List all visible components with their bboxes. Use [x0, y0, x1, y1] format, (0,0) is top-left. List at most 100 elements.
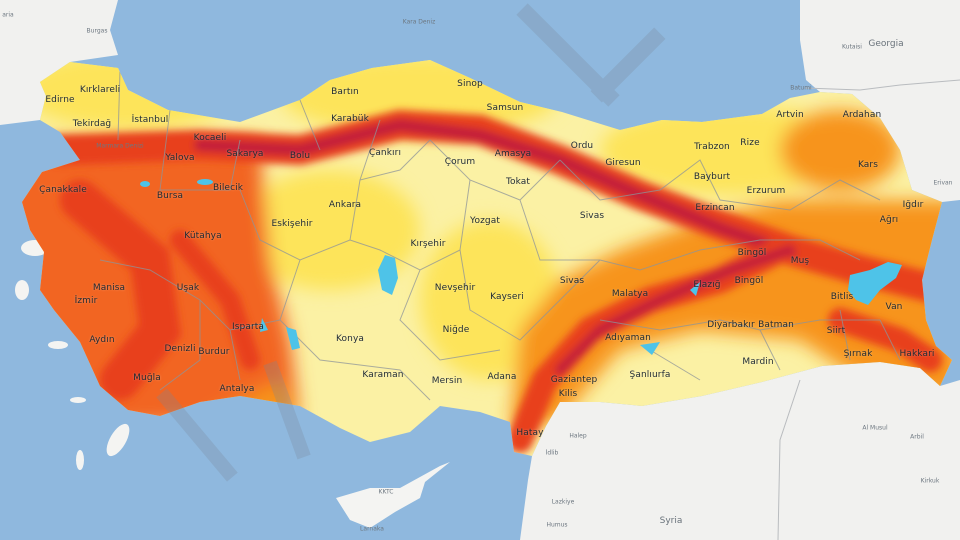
province-label[interactable]: Muğla	[133, 373, 161, 383]
province-label[interactable]: Sinop	[457, 79, 483, 89]
province-label[interactable]: Isparta	[231, 322, 265, 332]
province-label[interactable]: Kocaeli	[193, 133, 227, 143]
place-label: Humus	[546, 521, 568, 529]
province-label[interactable]: Samsun	[486, 103, 524, 113]
province-label[interactable]: Iğdır	[902, 200, 924, 210]
province-label[interactable]: Hakkari	[899, 349, 935, 359]
province-label[interactable]: Siirt	[826, 326, 846, 336]
province-label[interactable]: Erzurum	[746, 186, 786, 196]
province-label[interactable]: Bursa	[156, 191, 184, 201]
sea-label-marmara: Marmara Denizi	[96, 142, 144, 150]
province-label[interactable]: Bingöl	[734, 276, 764, 286]
province-label[interactable]: Çankırı	[368, 148, 402, 158]
province-label[interactable]: Gaziantep	[550, 375, 598, 385]
syria-border	[777, 379, 801, 540]
province-label[interactable]: Yozgat	[470, 216, 500, 226]
place-label: Erivan	[933, 179, 953, 187]
place-label: KKTC	[378, 488, 394, 496]
province-label[interactable]: Sivas	[559, 276, 585, 286]
province-label[interactable]: Rize	[740, 138, 760, 148]
lakes	[140, 179, 902, 355]
province-label[interactable]: Yalova	[165, 153, 195, 163]
province-label[interactable]: Kayseri	[490, 292, 524, 302]
watermark	[156, 3, 666, 482]
province-label[interactable]: Hatay	[516, 428, 544, 438]
province-label[interactable]: Eskişehir	[271, 219, 313, 229]
province-label[interactable]: Sivas	[579, 211, 605, 221]
province-label[interactable]: Ordu	[570, 141, 594, 151]
province-label[interactable]: İstanbul	[131, 115, 169, 125]
province-label[interactable]: Bilecik	[212, 183, 244, 193]
place-label: Al Musul	[862, 424, 888, 432]
province-label[interactable]: Kars	[857, 160, 879, 170]
georgia-border	[804, 79, 960, 91]
province-label[interactable]: Mersin	[431, 376, 463, 386]
province-label[interactable]: Nevşehir	[434, 283, 476, 293]
place-label: Kutaisi	[842, 43, 862, 51]
province-label[interactable]: Bartın	[331, 87, 359, 97]
province-label[interactable]: Ağrı	[879, 215, 899, 225]
place-label: Kirkuk	[920, 477, 940, 485]
province-label[interactable]: Muş	[790, 256, 810, 266]
province-label[interactable]: Adana	[487, 372, 517, 382]
province-label[interactable]: Malatya	[611, 289, 649, 299]
aegean-islands	[15, 240, 130, 470]
hazard-zones	[22, 60, 952, 453]
place-label: Larnaka	[360, 525, 384, 533]
sea-label-black-sea: Kara Deniz	[402, 18, 436, 26]
province-label[interactable]: Tekirdağ	[72, 119, 112, 129]
province-label[interactable]: Şırnak	[843, 349, 873, 359]
country-label-georgia: Georgia	[868, 39, 904, 49]
province-label[interactable]: Adıyaman	[605, 333, 651, 343]
province-label[interactable]: Van	[885, 302, 903, 312]
province-label[interactable]: Kütahya	[184, 231, 222, 241]
place-label: Burgas	[86, 27, 108, 35]
caucasus-land	[800, 0, 960, 202]
province-label[interactable]: Denizli	[164, 344, 196, 354]
province-label[interactable]: Batman	[758, 320, 794, 330]
province-label[interactable]: Giresun	[605, 158, 641, 168]
place-label: Halep	[569, 432, 587, 440]
place-label: Batumi	[790, 84, 812, 92]
province-label[interactable]: İzmir	[74, 296, 98, 306]
province-label[interactable]: Uşak	[176, 283, 200, 293]
province-label[interactable]: Karaman	[362, 370, 404, 380]
province-label[interactable]: Edirne	[45, 95, 75, 105]
place-label: Lazkiye	[551, 498, 575, 506]
place-label: aria	[2, 11, 14, 19]
province-label[interactable]: Erzincan	[695, 203, 735, 213]
province-label[interactable]: Bolu	[289, 151, 311, 161]
province-label[interactable]: Konya	[335, 334, 365, 344]
province-label[interactable]: Şanlıurfa	[629, 370, 671, 380]
province-label[interactable]: Diyarbakır	[707, 320, 755, 330]
province-label[interactable]: Karabük	[331, 114, 369, 124]
province-label[interactable]: Ardahan	[842, 110, 882, 120]
tuz-lake	[378, 255, 398, 295]
province-label[interactable]: Amasya	[494, 149, 532, 159]
province-label[interactable]: Kilis	[558, 389, 578, 399]
province-label[interactable]: Bitlis	[830, 292, 854, 302]
province-label[interactable]: Elazığ	[693, 280, 721, 290]
province-label[interactable]: Manisa	[92, 283, 126, 293]
province-label[interactable]: Çorum	[444, 157, 476, 167]
province-label[interactable]: Kırşehir	[410, 239, 446, 249]
province-label[interactable]: Mardin	[742, 357, 774, 367]
province-label[interactable]: Burdur	[198, 347, 230, 357]
place-label: İdlib	[545, 449, 559, 457]
province-label[interactable]: Bingöl	[737, 248, 767, 258]
province-label[interactable]: Trabzon	[694, 142, 730, 152]
van-lake	[848, 262, 902, 305]
province-label[interactable]: Antalya	[219, 384, 255, 394]
province-label[interactable]: Artvin	[776, 110, 804, 120]
province-label[interactable]: Bayburt	[693, 172, 731, 182]
province-label[interactable]: Tokat	[505, 177, 531, 187]
province-label[interactable]: Niğde	[442, 325, 470, 335]
province-label[interactable]: Çanakkale	[39, 185, 87, 195]
province-label[interactable]: Ankara	[328, 200, 362, 210]
country-label-syria: Syria	[659, 516, 683, 526]
syria-iraq-land	[520, 362, 960, 540]
province-label[interactable]: Sakarya	[226, 149, 264, 159]
province-label[interactable]: Kırklareli	[79, 85, 121, 95]
province-label[interactable]: Aydın	[89, 335, 115, 345]
